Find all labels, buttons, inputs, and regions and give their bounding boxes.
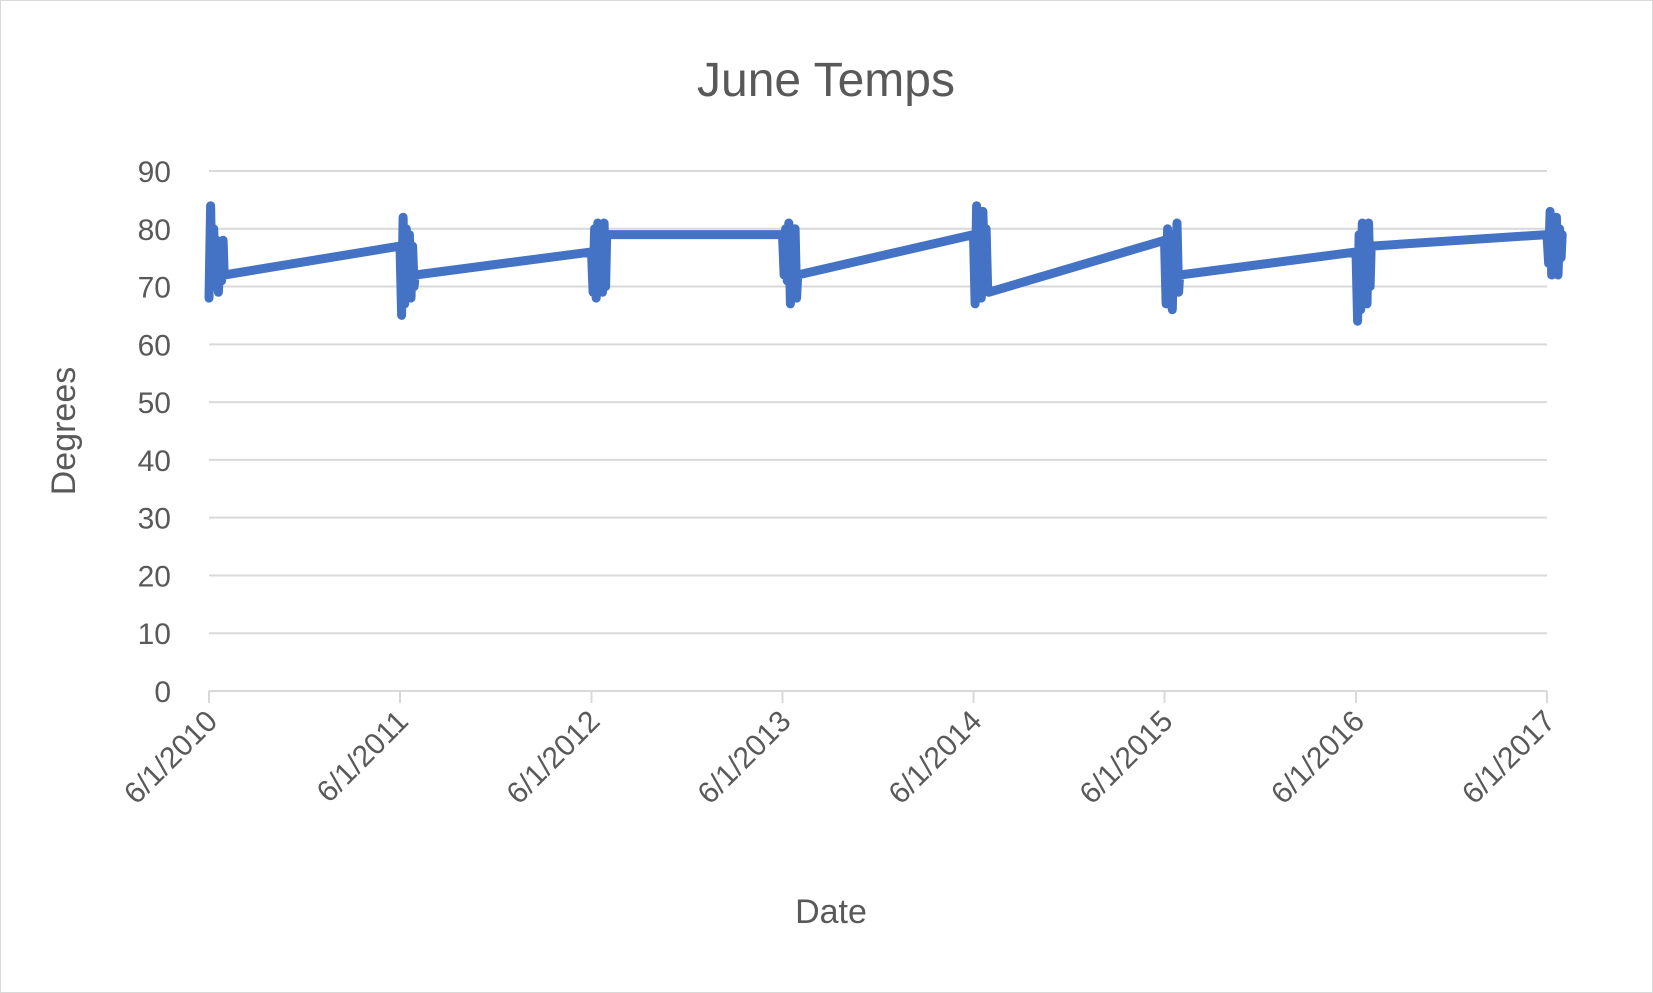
- data-point-0-66: [1352, 247, 1361, 256]
- data-point-0-51: [980, 271, 989, 279]
- data-point-0-19: [408, 242, 417, 251]
- data-point-0-37: [784, 219, 793, 227]
- data-point-0-69: [1356, 305, 1365, 314]
- data-point-0-83: [1552, 213, 1561, 222]
- data-point-0-41: [791, 224, 800, 233]
- y-tick-label-70: 70: [138, 272, 171, 305]
- x-tick-labels: 6/1/2010 6/1/2011 6/1/2012 6/1/2013 6/1/2014…: [118, 705, 1562, 811]
- data-point-0-11: [395, 242, 404, 251]
- data-point-0-13: [399, 213, 408, 222]
- data-point-0-43: [793, 271, 802, 279]
- data-point-0-84: [1553, 271, 1562, 279]
- data-point-0-10: [220, 271, 229, 279]
- data-point-0-6: [214, 288, 223, 297]
- y-tick-label-0: 0: [154, 676, 171, 709]
- x-axis-title: Date: [795, 893, 867, 931]
- data-point-0-60: [1168, 305, 1177, 314]
- data-point-0-58: [1165, 294, 1174, 303]
- data-point-0-3: [209, 224, 218, 233]
- data-point-0-68: [1355, 230, 1364, 239]
- data-point-0-38: [786, 299, 795, 308]
- data-point-0-18: [406, 294, 415, 303]
- data-point-0-65: [1175, 271, 1184, 279]
- data-point-0-14: [400, 299, 409, 308]
- data-point-0-73: [1362, 299, 1371, 308]
- data-point-0-40: [789, 282, 798, 291]
- data-point-0-22: [587, 247, 596, 256]
- data-point-0-75: [1366, 282, 1375, 291]
- data-point-0-9: [219, 236, 228, 245]
- y-tick-label-60: 60: [138, 329, 171, 362]
- data-point-0-44: [969, 230, 978, 239]
- data-point-0-79: [1546, 207, 1555, 216]
- data-point-0-50: [978, 207, 987, 216]
- data-point-0-63: [1173, 219, 1182, 227]
- data-point-0-55: [1160, 236, 1169, 245]
- x-tick-label-2: 6/1/2012: [501, 705, 607, 811]
- data-point-0-16: [403, 282, 412, 291]
- data-point-0-46: [972, 201, 981, 210]
- data-point-0-61: [1169, 236, 1178, 245]
- data-point-0-78: [1544, 259, 1553, 268]
- data-point-0-30: [600, 219, 609, 227]
- y-tick-label-30: 30: [138, 503, 171, 536]
- data-point-0-86: [1557, 253, 1566, 262]
- data-point-0-5: [212, 236, 221, 245]
- y-tick-label-90: 90: [138, 156, 171, 189]
- data-point-0-87: [1558, 230, 1567, 239]
- data-point-0-47: [974, 282, 983, 291]
- data-point-0-17: [405, 230, 414, 239]
- x-tick-label-3: 6/1/2013: [692, 705, 798, 811]
- data-point-0-45: [971, 299, 980, 308]
- y-tick-labels: 0 10 20 30 40 50 60 70 80 90: [138, 156, 171, 709]
- x-tick-label-6: 6/1/2016: [1265, 705, 1371, 811]
- data-point-0-21: [411, 271, 420, 279]
- data-point-0-20: [410, 282, 419, 291]
- data-point-0-82: [1550, 253, 1559, 262]
- y-tick-label-10: 10: [138, 618, 171, 651]
- x-tick-label-5: 6/1/2015: [1074, 705, 1180, 811]
- data-point-0-64: [1174, 288, 1183, 297]
- y-axis-title: Degrees: [45, 367, 83, 496]
- data-point-0-32: [602, 230, 611, 239]
- gridlines: [209, 170, 1547, 692]
- data-point-0-71: [1359, 282, 1368, 291]
- x-tick-label-1: 6/1/2011: [311, 705, 415, 809]
- y-tick-label-80: 80: [138, 214, 171, 247]
- series-line-0: [204, 201, 1567, 326]
- chart-title: June Temps: [697, 54, 955, 107]
- data-point-0-49: [977, 294, 986, 303]
- x-tick-label-7: 6/1/2017: [1456, 705, 1562, 811]
- x-axis-ticks: [208, 691, 1548, 703]
- x-tick-label-0: 6/1/2010: [118, 705, 224, 811]
- data-point-0-52: [982, 224, 991, 233]
- data-point-0-12: [397, 311, 406, 320]
- y-tick-label-40: 40: [138, 445, 171, 478]
- data-point-0-1: [206, 201, 215, 210]
- data-point-0-54: [984, 288, 993, 297]
- data-point-0-25: [592, 294, 601, 303]
- y-tick-label-50: 50: [138, 387, 171, 420]
- data-point-0-36: [783, 276, 792, 285]
- data-point-0-74: [1364, 219, 1373, 227]
- data-point-0-4: [211, 271, 220, 279]
- data-point-0-76: [1367, 242, 1376, 251]
- data-point-0-0: [205, 294, 213, 303]
- series-layer: [204, 201, 1567, 326]
- data-point-0-42: [792, 294, 801, 303]
- x-tick-label-4: 6/1/2014: [883, 705, 989, 811]
- data-point-0-67: [1353, 317, 1362, 326]
- data-point-0-7: [215, 247, 224, 256]
- data-point-0-80: [1547, 271, 1556, 279]
- data-point-0-77: [1543, 230, 1551, 239]
- data-point-0-31: [601, 282, 610, 291]
- data-point-0-2: [208, 282, 217, 291]
- y-tick-label-20: 20: [138, 560, 171, 593]
